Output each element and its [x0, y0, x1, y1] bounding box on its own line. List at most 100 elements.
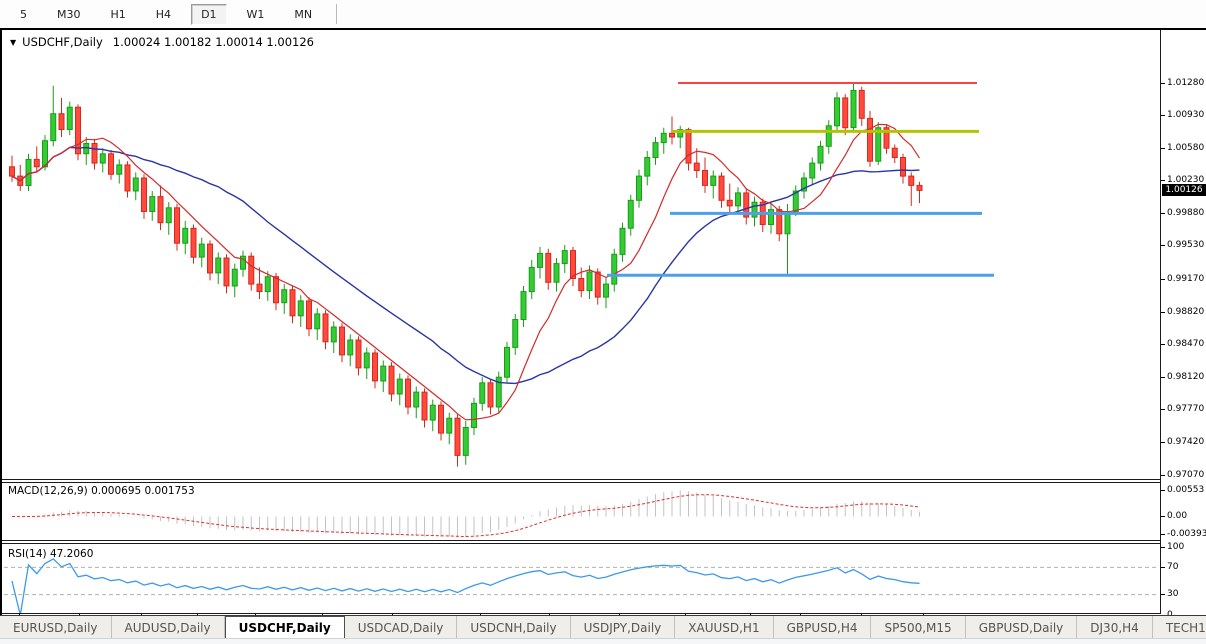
rsi-line	[11, 558, 920, 614]
candle-body-bull	[553, 263, 560, 283]
chart-title-row: ▼ USDCHF,Daily 1.00024 1.00182 1.00014 1.0…	[10, 35, 314, 49]
rsi-tick: 30	[1160, 589, 1179, 600]
timeframe-button-d1[interactable]: D1	[191, 3, 227, 25]
candle-body-bear	[900, 157, 906, 177]
candle-body-bear	[306, 300, 312, 330]
macd-signal-line	[11, 494, 920, 538]
candle-body-bull	[875, 127, 882, 162]
candle-body-bull	[825, 125, 832, 147]
candle-body-bear	[75, 106, 81, 155]
timeframe-button-mn[interactable]: MN	[294, 7, 313, 21]
price-tick: 1.00230	[1160, 175, 1205, 186]
chart-tab-gbpusd-daily[interactable]: GBPUSD,Daily	[966, 616, 1078, 639]
timeframe-button-w1[interactable]: W1	[246, 7, 265, 21]
price-tick: 0.98470	[1160, 339, 1205, 350]
ma-slow-line	[11, 146, 920, 385]
candle-body-bear	[190, 227, 197, 258]
candle-body-bear	[248, 255, 255, 285]
candle-body-bear	[858, 89, 865, 119]
candle-body-bull	[603, 283, 609, 298]
candle-body-bear	[421, 391, 428, 421]
candle-body-bull	[520, 291, 527, 321]
panel-splitter-macd[interactable]	[2, 479, 1160, 483]
toolbar-divider	[336, 4, 338, 24]
candle-body-bear	[726, 199, 733, 207]
price-tick: 0.97070	[1160, 469, 1205, 480]
candle-body-bear	[578, 278, 585, 292]
candle-body-bear	[372, 352, 378, 382]
chart-canvas[interactable]	[2, 30, 1160, 614]
macd-tick: 0.00	[1160, 511, 1188, 521]
chart-tab-audusd-daily[interactable]: AUDUSD,Daily	[112, 616, 225, 639]
timeframe-toolbar: 5 M30 H1 H4 D1 W1 MN	[0, 0, 1206, 29]
candle-body-bear	[908, 175, 915, 186]
timeframe-button-5[interactable]: 5	[20, 7, 27, 21]
timeframe-button-h4[interactable]: H4	[155, 7, 172, 21]
macd-tick: -0.00393	[1160, 529, 1206, 540]
candle-body-bull	[314, 313, 321, 330]
chart-tab-tech100-h1[interactable]: TECH100,H1	[1153, 616, 1206, 639]
chart-window: ▼ USDCHF,Daily 1.00024 1.00182 1.00014 1.0…	[0, 28, 1206, 641]
candle-body-bear	[891, 147, 898, 158]
panel-splitter-rsi[interactable]	[2, 540, 1160, 544]
candle-body-bear	[256, 283, 263, 293]
chart-tab-dj30-h4[interactable]: DJ30,H4	[1077, 616, 1153, 639]
timeframe-button-m30[interactable]: M30	[57, 7, 81, 21]
candle-body-bear	[223, 257, 230, 287]
candle-body-bull	[165, 207, 172, 224]
candle-body-bull	[297, 300, 304, 317]
candle-body-bull	[586, 271, 593, 292]
price-tick: 0.99530	[1160, 240, 1205, 251]
price-tick: 0.98120	[1160, 371, 1205, 382]
chart-tab-xauusd-h1[interactable]: XAUUSD,H1	[675, 616, 774, 639]
candle-body-bull	[652, 142, 659, 158]
candle-body-bull	[537, 252, 543, 268]
candle-body-bull	[809, 162, 816, 179]
chart-tab-usdcnh-daily[interactable]: USDCNH,Daily	[457, 616, 571, 639]
candle-body-bull	[735, 192, 741, 207]
candle-body-bull	[834, 97, 840, 127]
candle-body-bull	[627, 199, 634, 229]
candle-body-bull	[182, 227, 189, 244]
timeframe-button-h1[interactable]: H1	[110, 7, 126, 21]
candle-body-bear	[594, 271, 601, 298]
candle-body-bull	[396, 378, 403, 395]
chart-tab-usdchf-daily[interactable]: USDCHF,Daily	[224, 616, 345, 639]
candle-body-bear	[842, 97, 849, 129]
candle-body-bear	[91, 143, 98, 164]
candle-body-bear	[743, 192, 750, 218]
symbol-dropdown-icon[interactable]: ▼	[10, 38, 17, 47]
price-tick: 0.97770	[1160, 404, 1205, 415]
candle-body-bear	[388, 365, 395, 395]
candle-body-bull	[528, 266, 535, 293]
candle-body-bear	[405, 378, 411, 408]
candle-body-bull	[768, 209, 774, 226]
price-axis[interactable]: 1.01280 1.00930 1.00580 1.00230 0.99880 0.995…	[1160, 30, 1206, 620]
candle-body-bull	[660, 132, 667, 144]
candle-body-bear	[157, 196, 164, 224]
macd-tick: 0.00553	[1160, 485, 1205, 496]
candle-body-bear	[685, 129, 692, 164]
candle-body-bear	[355, 339, 362, 369]
candle-body-bull	[264, 276, 271, 293]
candle-body-bull	[784, 211, 791, 235]
candle-body-bull	[636, 175, 642, 201]
candle-body-bear	[58, 113, 65, 130]
candle-body-bear	[9, 166, 15, 177]
candle-body-bull	[801, 177, 807, 192]
chart-tab-eurusd-daily[interactable]: EURUSD,Daily	[0, 616, 112, 639]
candle-body-bull	[792, 190, 799, 212]
chart-tab-gbpusd-h4[interactable]: GBPUSD,H4	[774, 616, 872, 639]
chart-tab-bar: EURUSD,Daily AUDUSD,Daily USDCHF,Daily USDC…	[0, 615, 1206, 639]
rsi-tick: 70	[1160, 561, 1179, 572]
candle-body-bear	[883, 127, 890, 149]
candle-body-bear	[438, 404, 444, 434]
chart-tab-usdcad-daily[interactable]: USDCAD,Daily	[345, 616, 458, 639]
candle-body-bull	[751, 201, 758, 218]
candle-body-bull	[710, 175, 717, 186]
candle-body-bull	[42, 140, 48, 168]
chart-tab-sp500-m15[interactable]: SP500,M15	[871, 616, 966, 639]
chart-tab-usdjpy-daily[interactable]: USDJPY,Daily	[571, 616, 676, 639]
candle-body-bear	[916, 184, 923, 191]
